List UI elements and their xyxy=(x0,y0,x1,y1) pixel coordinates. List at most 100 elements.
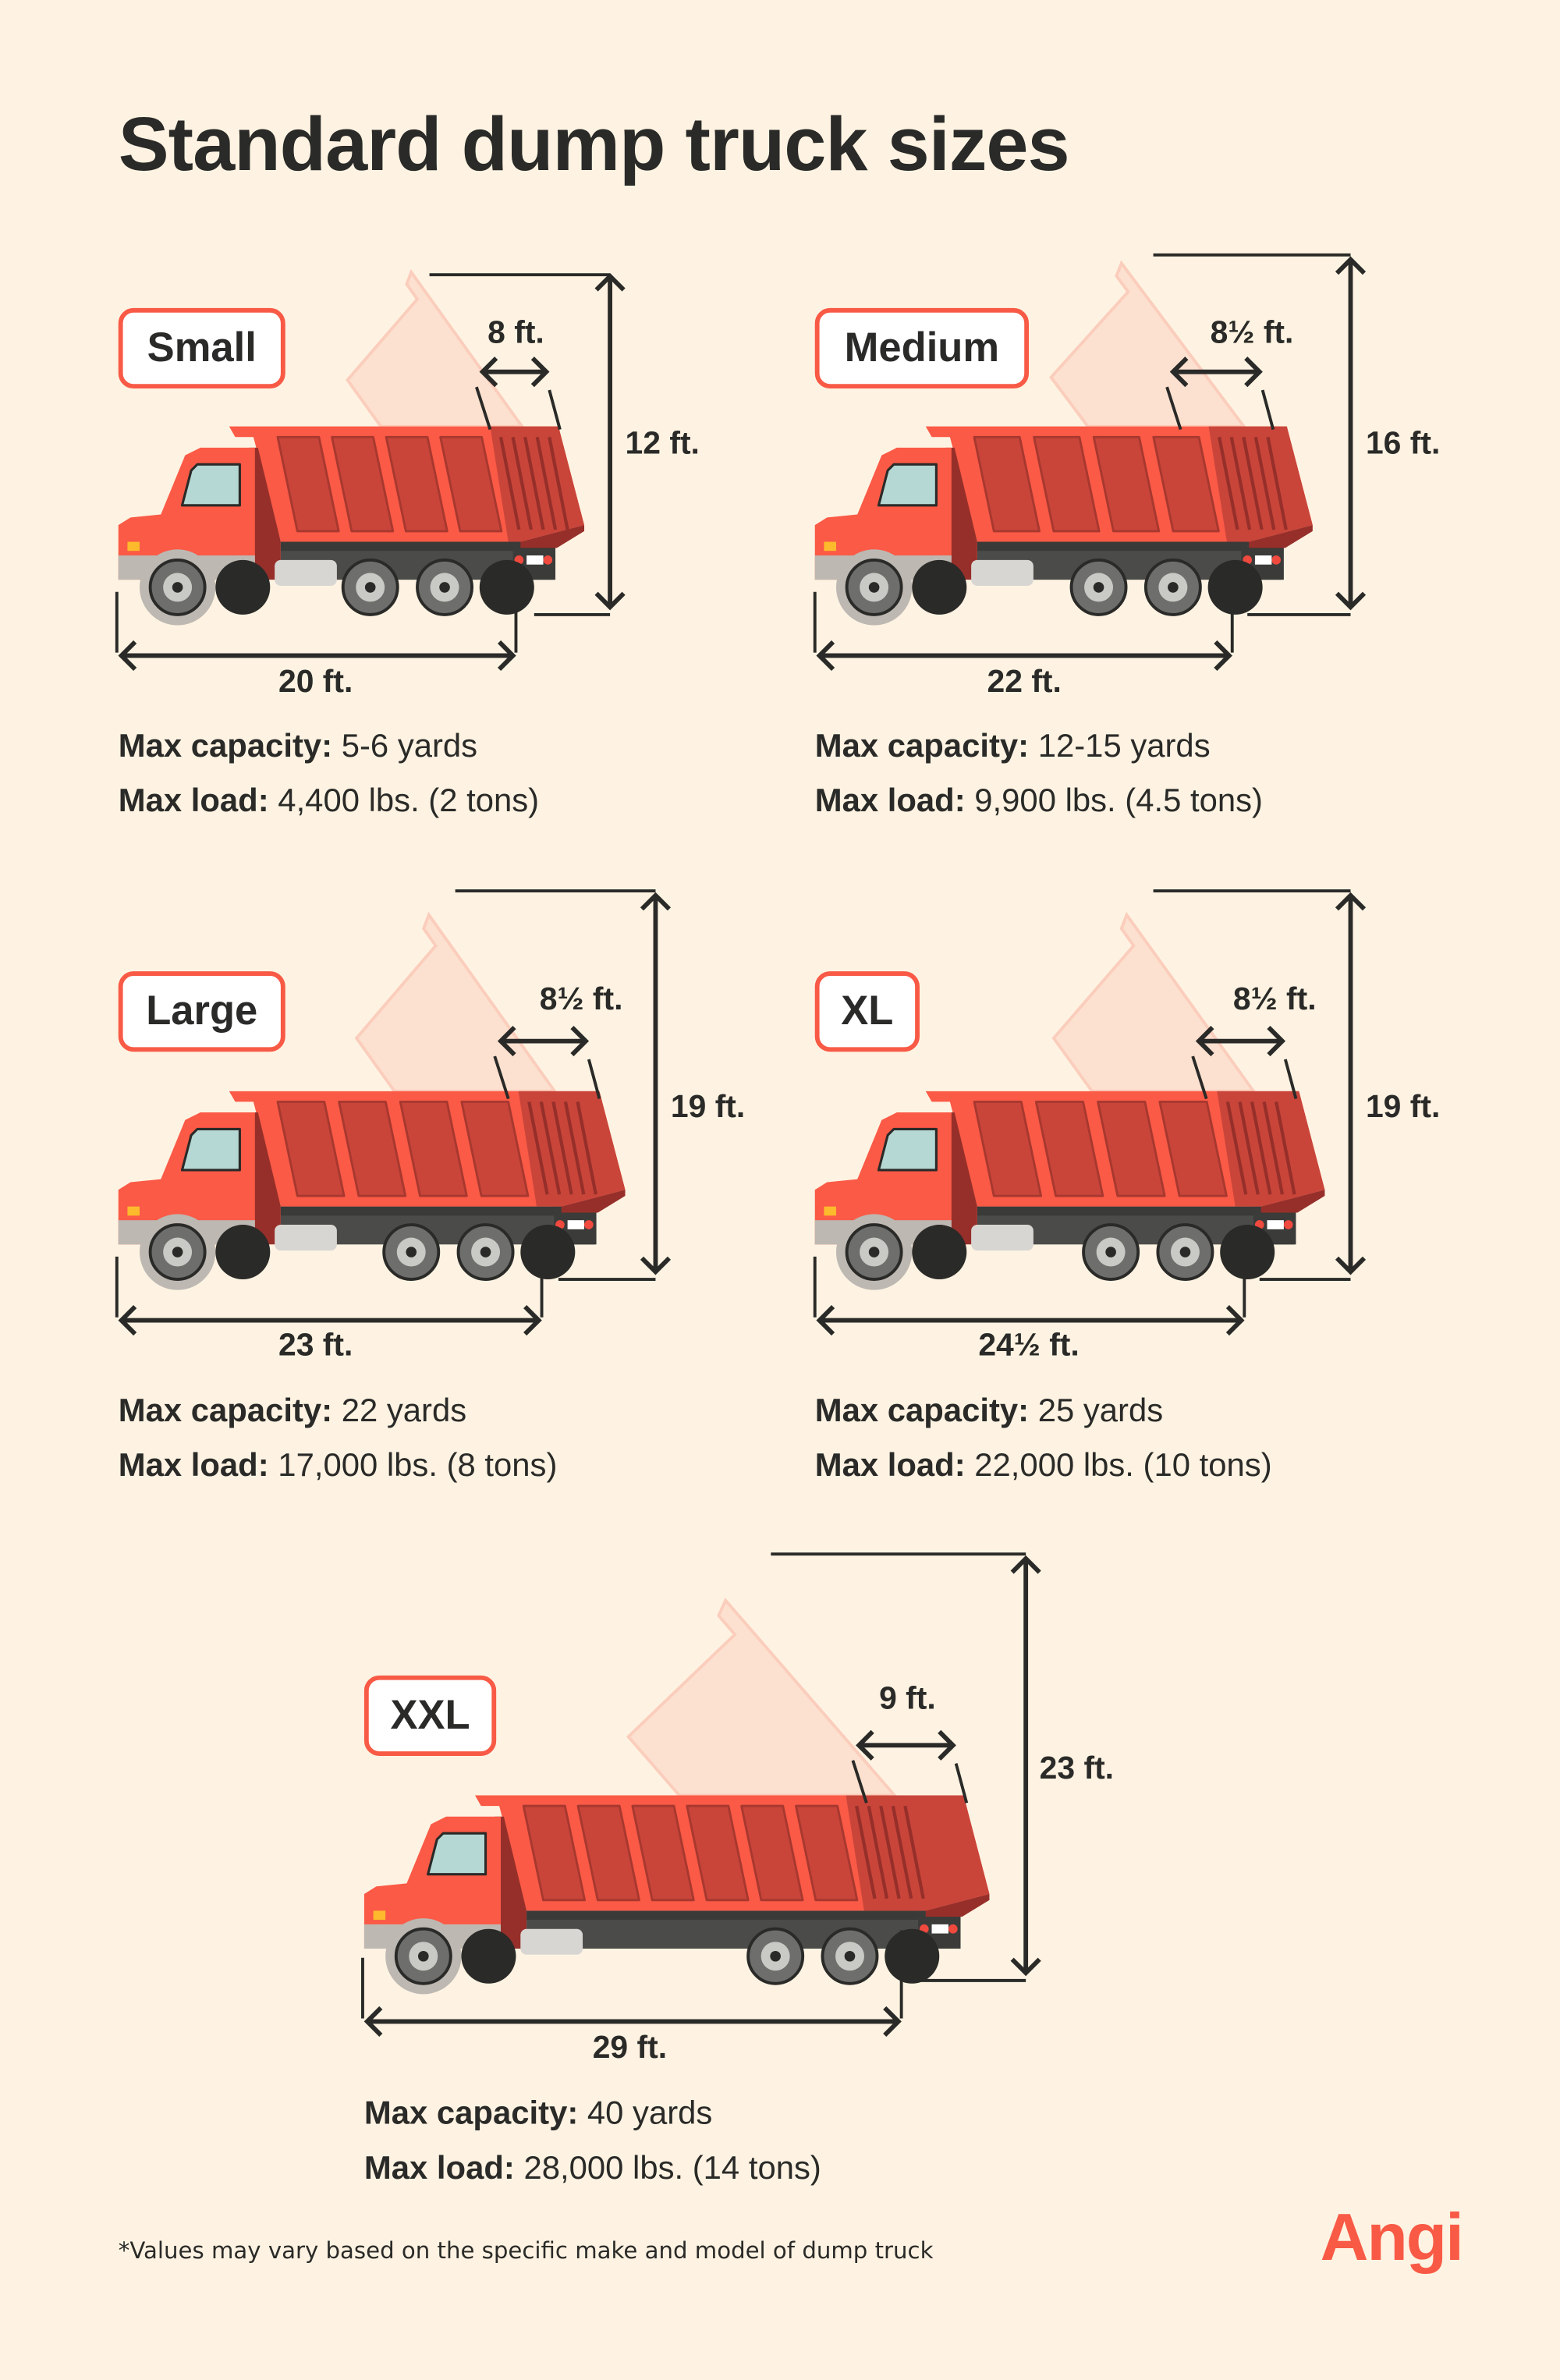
tailgate-rib xyxy=(1218,436,1239,530)
tailgate-rib xyxy=(1250,1101,1272,1195)
bed-panel xyxy=(740,1804,804,1902)
bed-panel xyxy=(460,1100,530,1197)
arrow-head xyxy=(570,1026,590,1057)
license-plate xyxy=(1267,1220,1284,1229)
wheel-hub xyxy=(406,1247,417,1257)
wheel-shadow xyxy=(885,1928,940,1984)
bed-panel xyxy=(276,435,340,533)
headlight xyxy=(824,1206,836,1216)
wheel-shadow xyxy=(912,559,967,615)
fuel-tank xyxy=(275,1225,337,1251)
bed-width-arrow xyxy=(856,1729,956,1761)
wheel-shadow xyxy=(912,1225,967,1280)
bed-front-brace xyxy=(249,1112,281,1245)
tailgate-rib xyxy=(576,1101,597,1195)
bed-width-tick xyxy=(493,1055,510,1100)
load-value: 4,400 lbs. (2 tons) xyxy=(278,782,540,819)
tailgate-rib xyxy=(1229,436,1252,530)
wheel-hub xyxy=(439,582,450,593)
arrow-head xyxy=(523,1305,542,1336)
tailgate-rib xyxy=(1275,1101,1296,1195)
bed-width-tick xyxy=(954,1763,969,1804)
length-arrow xyxy=(118,1305,542,1336)
bed-panel xyxy=(686,1804,750,1902)
bed-tailgate-edge xyxy=(1249,525,1313,548)
capacity-key: Max capacity: xyxy=(814,1392,1030,1429)
capacity-line: Max capacity: 22 yards xyxy=(119,1392,466,1431)
bed-front-brace xyxy=(945,447,977,580)
wheel-shadow xyxy=(215,559,271,615)
chassis-rail xyxy=(977,1206,1295,1216)
angi-logo: Angi xyxy=(1320,2200,1464,2275)
footnote: *Values may vary based on the specific m… xyxy=(118,2236,934,2265)
arrow-head xyxy=(1244,356,1263,388)
bed-width-arrow xyxy=(497,1026,590,1057)
cab-window xyxy=(877,1127,938,1172)
cab-window xyxy=(877,463,938,507)
length-arrow xyxy=(118,640,516,672)
wheel-hub xyxy=(868,582,880,593)
arrow-head xyxy=(498,640,516,672)
bed-width-label: 8½ ft. xyxy=(1232,981,1317,1017)
size-label-badge: Medium xyxy=(814,307,1030,389)
capacity-key: Max capacity: xyxy=(118,727,333,764)
bed-panel xyxy=(795,1804,859,1902)
bed-panel xyxy=(1034,1100,1104,1197)
height-arrow xyxy=(640,892,672,1275)
chassis-rail xyxy=(280,541,555,552)
arrow-head xyxy=(118,640,137,672)
wheel-hub xyxy=(1179,1247,1191,1257)
arrow-head xyxy=(594,591,626,611)
length-label: 23 ft. xyxy=(278,1328,353,1364)
bed-width-tick xyxy=(1283,1059,1298,1100)
length-arrow xyxy=(363,2006,902,2037)
tailgate-rib xyxy=(855,1805,877,1899)
length-label: 24½ ft. xyxy=(978,1328,1080,1364)
arrow-head xyxy=(118,1305,137,1336)
height-arrow xyxy=(1010,1555,1041,1977)
load-value: 9,900 lbs. (4.5 tons) xyxy=(974,782,1263,819)
wheel-hub xyxy=(172,1247,183,1257)
wheel-hub xyxy=(1105,1247,1116,1257)
arrow-head xyxy=(1335,892,1367,911)
height-label: 16 ft. xyxy=(1365,426,1441,462)
bed-width-label: 8 ft. xyxy=(488,315,544,351)
tailgate-rib xyxy=(539,1101,562,1195)
headlight xyxy=(824,541,836,552)
tailgate-rib xyxy=(891,1805,913,1899)
capacity-value: 22 yards xyxy=(341,1392,467,1429)
load-key: Max load: xyxy=(118,1447,269,1484)
length-arrow xyxy=(816,640,1232,672)
fuel-tank xyxy=(971,559,1034,586)
size-label-badge: Small xyxy=(118,307,285,389)
size-label-badge: Large xyxy=(118,971,285,1052)
dimension-lines xyxy=(115,889,672,1336)
load-line: Max load: 17,000 lbs. (8 tons) xyxy=(119,1447,558,1485)
wheel-shadow xyxy=(215,1225,271,1280)
bed-panel xyxy=(385,435,448,533)
size-label-badge: XL xyxy=(814,971,920,1052)
tail-light xyxy=(543,555,553,565)
load-line: Max load: 9,900 lbs. (4.5 tons) xyxy=(815,782,1263,821)
wheel-hub xyxy=(480,1247,491,1257)
raised-bed-outline xyxy=(354,911,558,1093)
page-title: Standard dump truck sizes xyxy=(118,101,1070,187)
capacity-line: Max capacity: 25 yards xyxy=(815,1392,1163,1431)
bed-tailgate-edge xyxy=(520,525,585,548)
dump-truck xyxy=(363,1598,990,1995)
arrow-head xyxy=(640,892,672,911)
capacity-line: Max capacity: 5-6 yards xyxy=(119,728,477,766)
bed-tailgate-edge xyxy=(925,1893,990,1917)
length-arrow xyxy=(816,1305,1245,1336)
height-arrow xyxy=(1335,892,1367,1275)
bed-panel xyxy=(331,435,395,533)
load-key: Max load: xyxy=(814,782,966,819)
arrow-head xyxy=(1214,640,1232,672)
wheel-hub xyxy=(1093,582,1104,593)
headlight xyxy=(373,1910,386,1921)
bed-width-tick xyxy=(851,1760,868,1804)
bed-width-tick xyxy=(1260,389,1275,431)
bed-panel xyxy=(338,1100,407,1197)
fuel-tank xyxy=(275,559,337,586)
